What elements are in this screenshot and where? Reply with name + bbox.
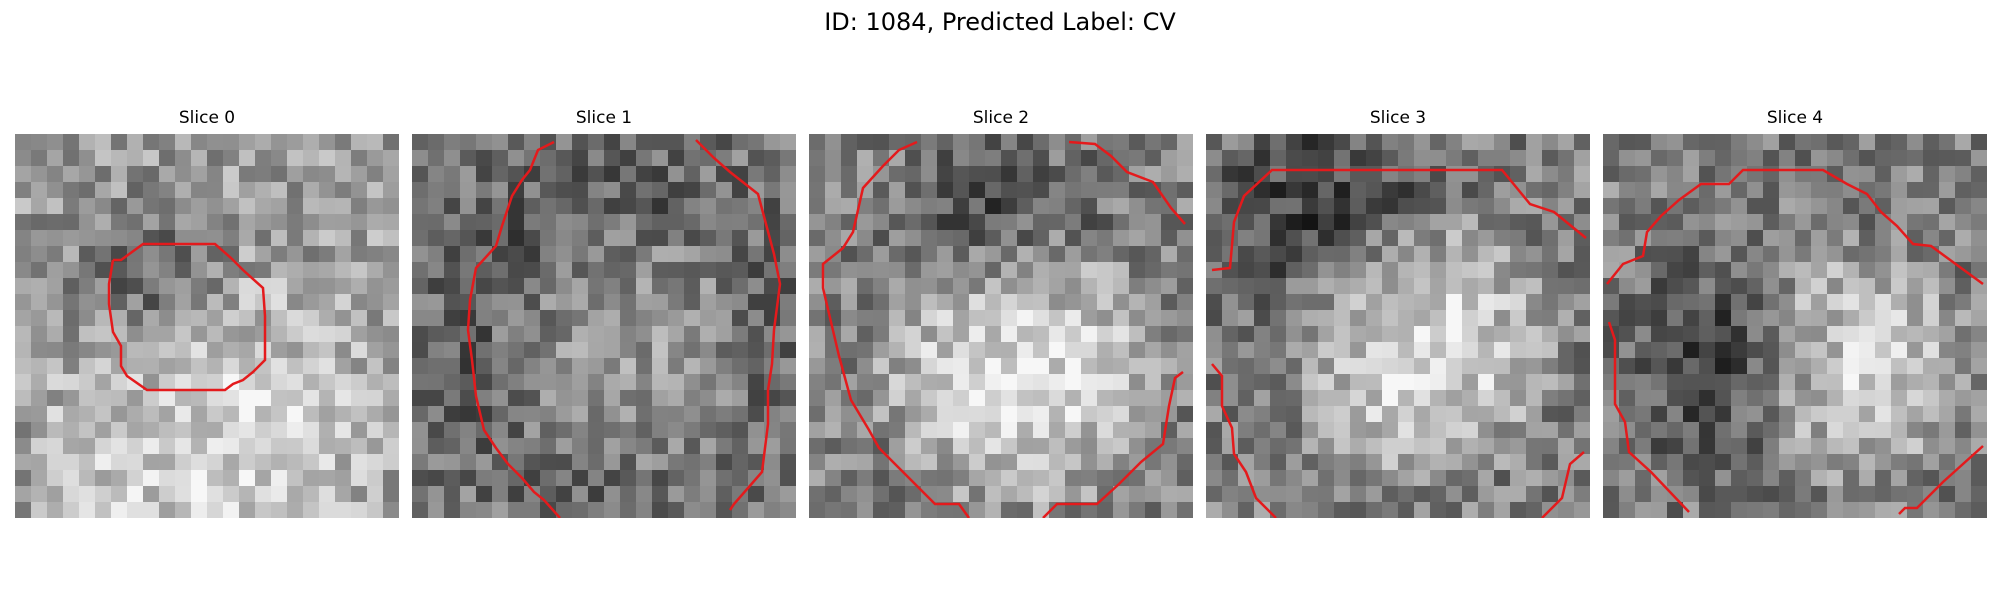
grayscale-pixel-grid [412, 134, 796, 518]
grayscale-pixel-grid [15, 134, 399, 518]
grayscale-pixel-grid [809, 134, 1193, 518]
segmentation-contour [466, 140, 561, 518]
segmentation-contour [1607, 321, 1690, 513]
slice-panel-3: Slice 3 [1206, 108, 1590, 518]
slice-panel-2: Slice 2 [809, 108, 1193, 518]
slice-panel-1: Slice 1 [412, 108, 796, 518]
slice-image-0 [15, 134, 399, 518]
segmentation-contour [695, 139, 782, 511]
slice-image-3 [1206, 134, 1590, 518]
segmentation-contour [1068, 140, 1186, 225]
slice-panel-0: Slice 0 [15, 108, 399, 518]
slice-title-0: Slice 0 [178, 108, 236, 128]
slice-panel-4: Slice 4 [1603, 108, 1987, 518]
grayscale-pixel-grid [1603, 134, 1987, 518]
segmentation-contour [821, 140, 971, 518]
slice-image-2 [809, 134, 1193, 518]
slice-title-1: Slice 1 [575, 108, 633, 128]
segmentation-contour [1211, 363, 1277, 518]
grayscale-pixel-grid [1206, 134, 1590, 518]
segmentation-contour [107, 242, 267, 392]
slice-image-4 [1603, 134, 1987, 518]
slice-image-1 [412, 134, 796, 518]
segmentation-contour [1606, 168, 1984, 286]
slice-title-4: Slice 4 [1766, 108, 1824, 128]
slice-title-2: Slice 2 [972, 108, 1030, 128]
slice-title-3: Slice 3 [1369, 108, 1427, 128]
segmentation-contour [1541, 451, 1585, 518]
segmentation-contour [1211, 168, 1587, 272]
segmentation-contour [1898, 445, 1984, 515]
segmentation-contour [1042, 371, 1184, 518]
figure-title: ID: 1084, Predicted Label: CV [824, 8, 1176, 36]
